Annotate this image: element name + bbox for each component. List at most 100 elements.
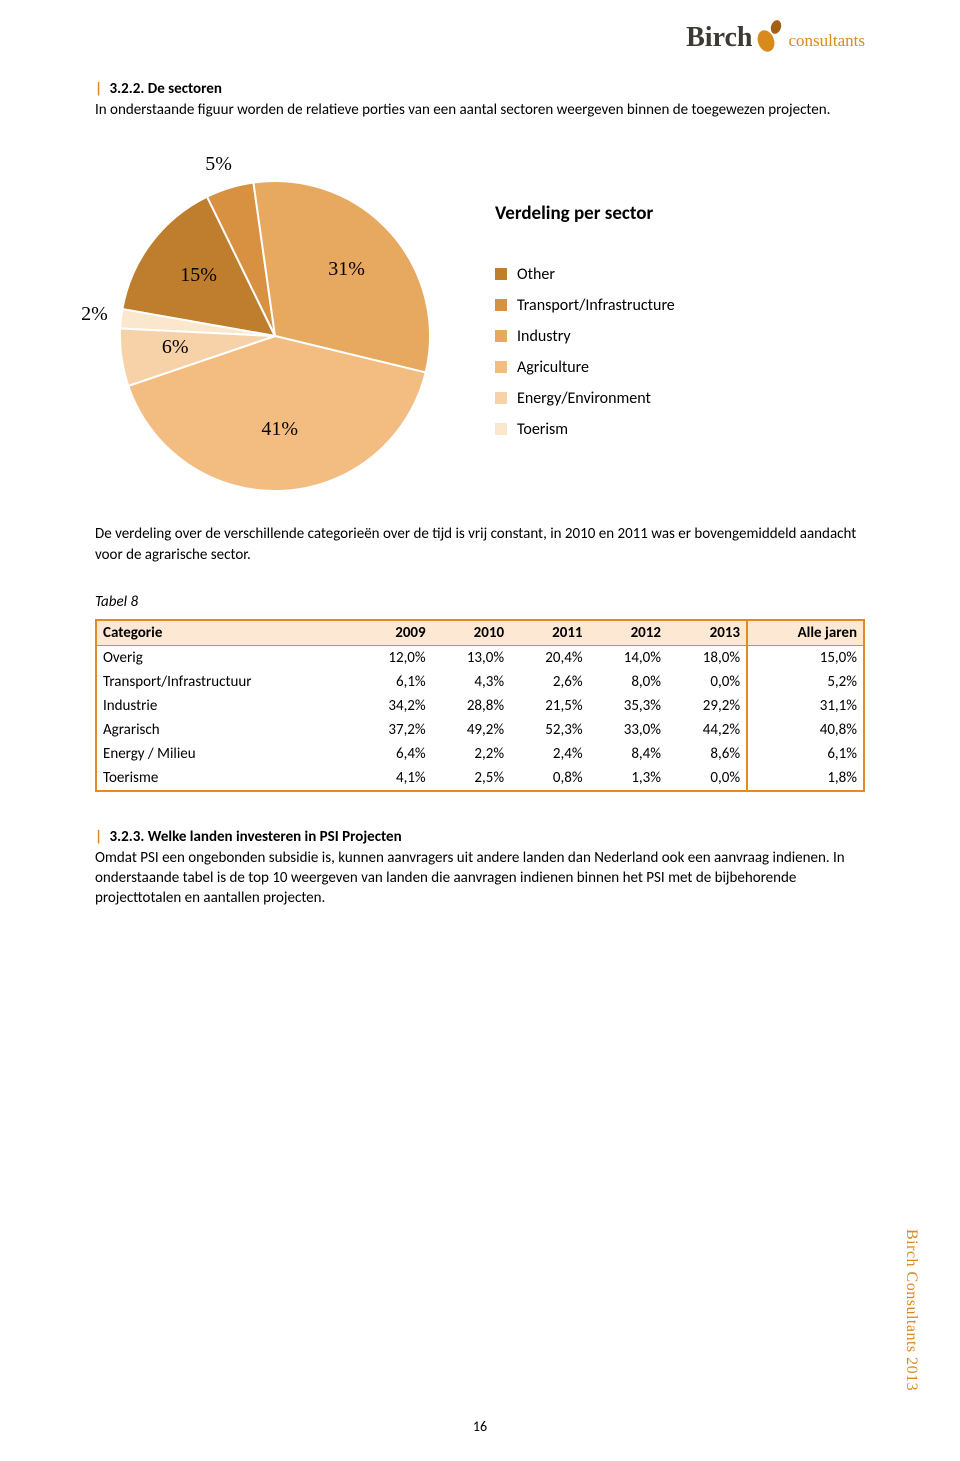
section-title: De sectoren: [148, 80, 222, 98]
table-cell: 1,3%: [589, 766, 667, 791]
legend-item: Agriculture: [495, 358, 865, 377]
table-header-cell: Categorie: [96, 620, 353, 646]
chart-legend-block: Verdeling per sector Other Transport/Infr…: [495, 202, 865, 451]
table-row: Industrie34,2%28,8%21,5%35,3%29,2%31,1%: [96, 694, 864, 718]
table-cell: 8,0%: [589, 670, 667, 694]
legend-label: Transport/Infrastructure: [517, 296, 675, 315]
section-heading-3-2-3: | 3.2.3. Welke landen investeren in PSI …: [95, 828, 865, 846]
table-cell: 6,1%: [353, 670, 431, 694]
legend-item: Industry: [495, 327, 865, 346]
table-cell: 18,0%: [667, 645, 747, 670]
legend-label: Industry: [517, 327, 571, 346]
logo-suffix-text: consultants: [789, 31, 866, 51]
table-cell: 2,6%: [510, 670, 588, 694]
table-caption: Tabel 8: [95, 593, 865, 611]
legend-item: Toerism: [495, 420, 865, 439]
table-cell: 37,2%: [353, 718, 431, 742]
table-row: Overig12,0%13,0%20,4%14,0%18,0%15,0%: [96, 645, 864, 670]
legend-swatch-icon: [495, 361, 507, 373]
pie-slice-label: 5%: [205, 153, 232, 176]
table-cell: 1,8%: [747, 766, 864, 791]
table-cell: 4,3%: [432, 670, 510, 694]
table-cell: Industrie: [96, 694, 353, 718]
table-cell: Agrarisch: [96, 718, 353, 742]
section-number: 3.2.2.: [110, 80, 145, 98]
pie-slice-label: 15%: [180, 264, 217, 287]
table-cell: 0,0%: [667, 670, 747, 694]
pie-slice-label: 41%: [261, 418, 298, 441]
pie-chart-block: 15%5%31%41%6%2% Verdeling per sector Oth…: [95, 146, 865, 506]
paragraph-distribution: De verdeling over de verschillende categ…: [95, 524, 865, 565]
table-cell: 13,0%: [432, 645, 510, 670]
table-header-row: Categorie20092010201120122013Alle jaren: [96, 620, 864, 646]
heading-bar-icon: |: [95, 80, 102, 98]
table-cell: Toerisme: [96, 766, 353, 791]
table-cell: Transport/Infrastructuur: [96, 670, 353, 694]
legend-item: Transport/Infrastructure: [495, 296, 865, 315]
table-row: Energy / Milieu6,4%2,2%2,4%8,4%8,6%6,1%: [96, 742, 864, 766]
section-heading-3-2-2: | 3.2.2. De sectoren: [95, 80, 865, 98]
table-header-cell: 2009: [353, 620, 431, 646]
brand-logo: Birch consultants: [686, 18, 865, 54]
section-title: Welke landen investeren in PSI Projecten: [148, 828, 402, 846]
section-paragraph: In onderstaande figuur worden de relatie…: [95, 100, 865, 120]
legend-list: Other Transport/Infrastructure Industry Agr…: [495, 265, 865, 439]
table-cell: 29,2%: [667, 694, 747, 718]
legend-swatch-icon: [495, 392, 507, 404]
table-cell: 49,2%: [432, 718, 510, 742]
table-header-cell: 2010: [432, 620, 510, 646]
legend-item: Other: [495, 265, 865, 284]
legend-label: Toerism: [517, 420, 568, 439]
table-cell: Energy / Milieu: [96, 742, 353, 766]
pie-svg: [95, 146, 455, 506]
table-row: Agrarisch37,2%49,2%52,3%33,0%44,2%40,8%: [96, 718, 864, 742]
table-cell: 6,4%: [353, 742, 431, 766]
data-table: Categorie20092010201120122013Alle jaren …: [95, 619, 865, 792]
table-cell: 0,8%: [510, 766, 588, 791]
table-cell: 52,3%: [510, 718, 588, 742]
pie-slice-label: 31%: [328, 258, 365, 281]
table-cell: 2,5%: [432, 766, 510, 791]
table-header-cell: 2013: [667, 620, 747, 646]
table-cell: 21,5%: [510, 694, 588, 718]
table-cell: 15,0%: [747, 645, 864, 670]
legend-swatch-icon: [495, 330, 507, 342]
table-cell: 20,4%: [510, 645, 588, 670]
table-cell: 33,0%: [589, 718, 667, 742]
legend-swatch-icon: [495, 268, 507, 280]
pie-slice-label: 2%: [81, 303, 108, 326]
table-header-cell: 2012: [589, 620, 667, 646]
table-cell: 14,0%: [589, 645, 667, 670]
table-cell: 6,1%: [747, 742, 864, 766]
table-cell: 34,2%: [353, 694, 431, 718]
table-cell: 28,8%: [432, 694, 510, 718]
table-cell: 44,2%: [667, 718, 747, 742]
table-row: Transport/Infrastructuur6,1%4,3%2,6%8,0%…: [96, 670, 864, 694]
table-cell: 8,6%: [667, 742, 747, 766]
table-cell: 4,1%: [353, 766, 431, 791]
table-cell: 35,3%: [589, 694, 667, 718]
table-cell: 5,2%: [747, 670, 864, 694]
legend-swatch-icon: [495, 423, 507, 435]
legend-item: Energy/Environment: [495, 389, 865, 408]
pie-slice-label: 6%: [162, 336, 189, 359]
legend-swatch-icon: [495, 299, 507, 311]
table-cell: 8,4%: [589, 742, 667, 766]
page-number: 16: [473, 1418, 487, 1435]
table-body: Overig12,0%13,0%20,4%14,0%18,0%15,0%Tran…: [96, 645, 864, 791]
section-number: 3.2.3.: [110, 828, 145, 846]
table-cell: Overig: [96, 645, 353, 670]
table-cell: 12,0%: [353, 645, 431, 670]
table-cell: 40,8%: [747, 718, 864, 742]
table-cell: 31,1%: [747, 694, 864, 718]
table-header-cell: Alle jaren: [747, 620, 864, 646]
side-vertical-label: Birch Consultants 2013: [902, 1229, 920, 1391]
table-cell: 0,0%: [667, 766, 747, 791]
table-header-cell: 2011: [510, 620, 588, 646]
leaf-icon: [757, 18, 783, 54]
chart-title: Verdeling per sector: [495, 202, 865, 225]
section-paragraph: Omdat PSI een ongebonden subsidie is, ku…: [95, 848, 865, 909]
pie-chart: 15%5%31%41%6%2%: [95, 146, 455, 506]
legend-label: Agriculture: [517, 358, 589, 377]
table-cell: 2,2%: [432, 742, 510, 766]
